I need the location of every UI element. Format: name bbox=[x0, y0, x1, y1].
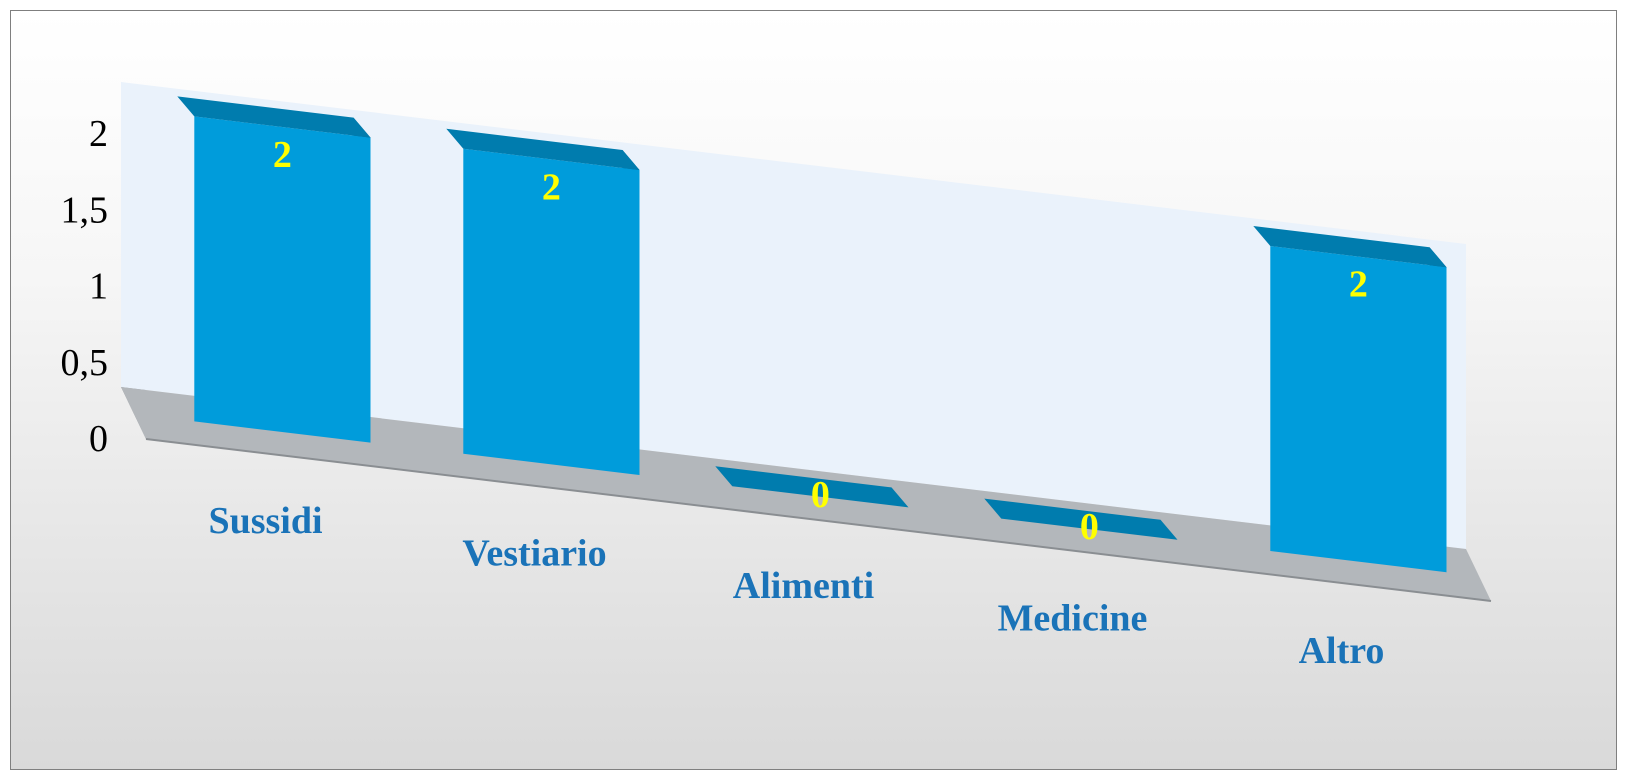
data-label: 0 bbox=[811, 474, 830, 516]
x-tick-label: Medicine bbox=[998, 597, 1148, 639]
bar-chart-3d: 0 0,5 1 1,5 2 2 Sussidi 2 Vestiario 0 Alimenti 0 Med… bbox=[61, 82, 1492, 672]
x-tick-label: Vestiario bbox=[462, 533, 606, 575]
y-tick-label: 1 bbox=[89, 266, 108, 308]
bar-zero bbox=[984, 498, 1178, 540]
bar-top-face bbox=[446, 128, 640, 170]
bar-top-face bbox=[1253, 226, 1447, 268]
bar-top-face bbox=[177, 96, 371, 138]
x-tick-label: Alimenti bbox=[733, 565, 874, 607]
bar bbox=[463, 148, 640, 476]
x-tick-label: Altro bbox=[1299, 630, 1385, 672]
y-tick-label: 2 bbox=[89, 113, 108, 155]
data-label: 2 bbox=[1349, 264, 1368, 306]
x-tick-label: Sussidi bbox=[208, 500, 322, 542]
data-label: 0 bbox=[1080, 506, 1099, 548]
floor-edge bbox=[145, 438, 1492, 602]
data-label: 2 bbox=[542, 166, 561, 208]
bar bbox=[1270, 246, 1447, 573]
back-wall bbox=[121, 82, 1466, 549]
bar-zero bbox=[715, 466, 909, 508]
bar bbox=[194, 116, 371, 443]
y-tick-label: 0,5 bbox=[61, 342, 109, 384]
chart-frame: 0 0,5 1 1,5 2 2 Sussidi 2 Vestiario 0 Alimenti 0 Med… bbox=[10, 10, 1617, 770]
y-tick-label: 0 bbox=[89, 418, 108, 460]
y-tick-label: 1,5 bbox=[61, 189, 109, 231]
data-label: 2 bbox=[273, 134, 292, 176]
